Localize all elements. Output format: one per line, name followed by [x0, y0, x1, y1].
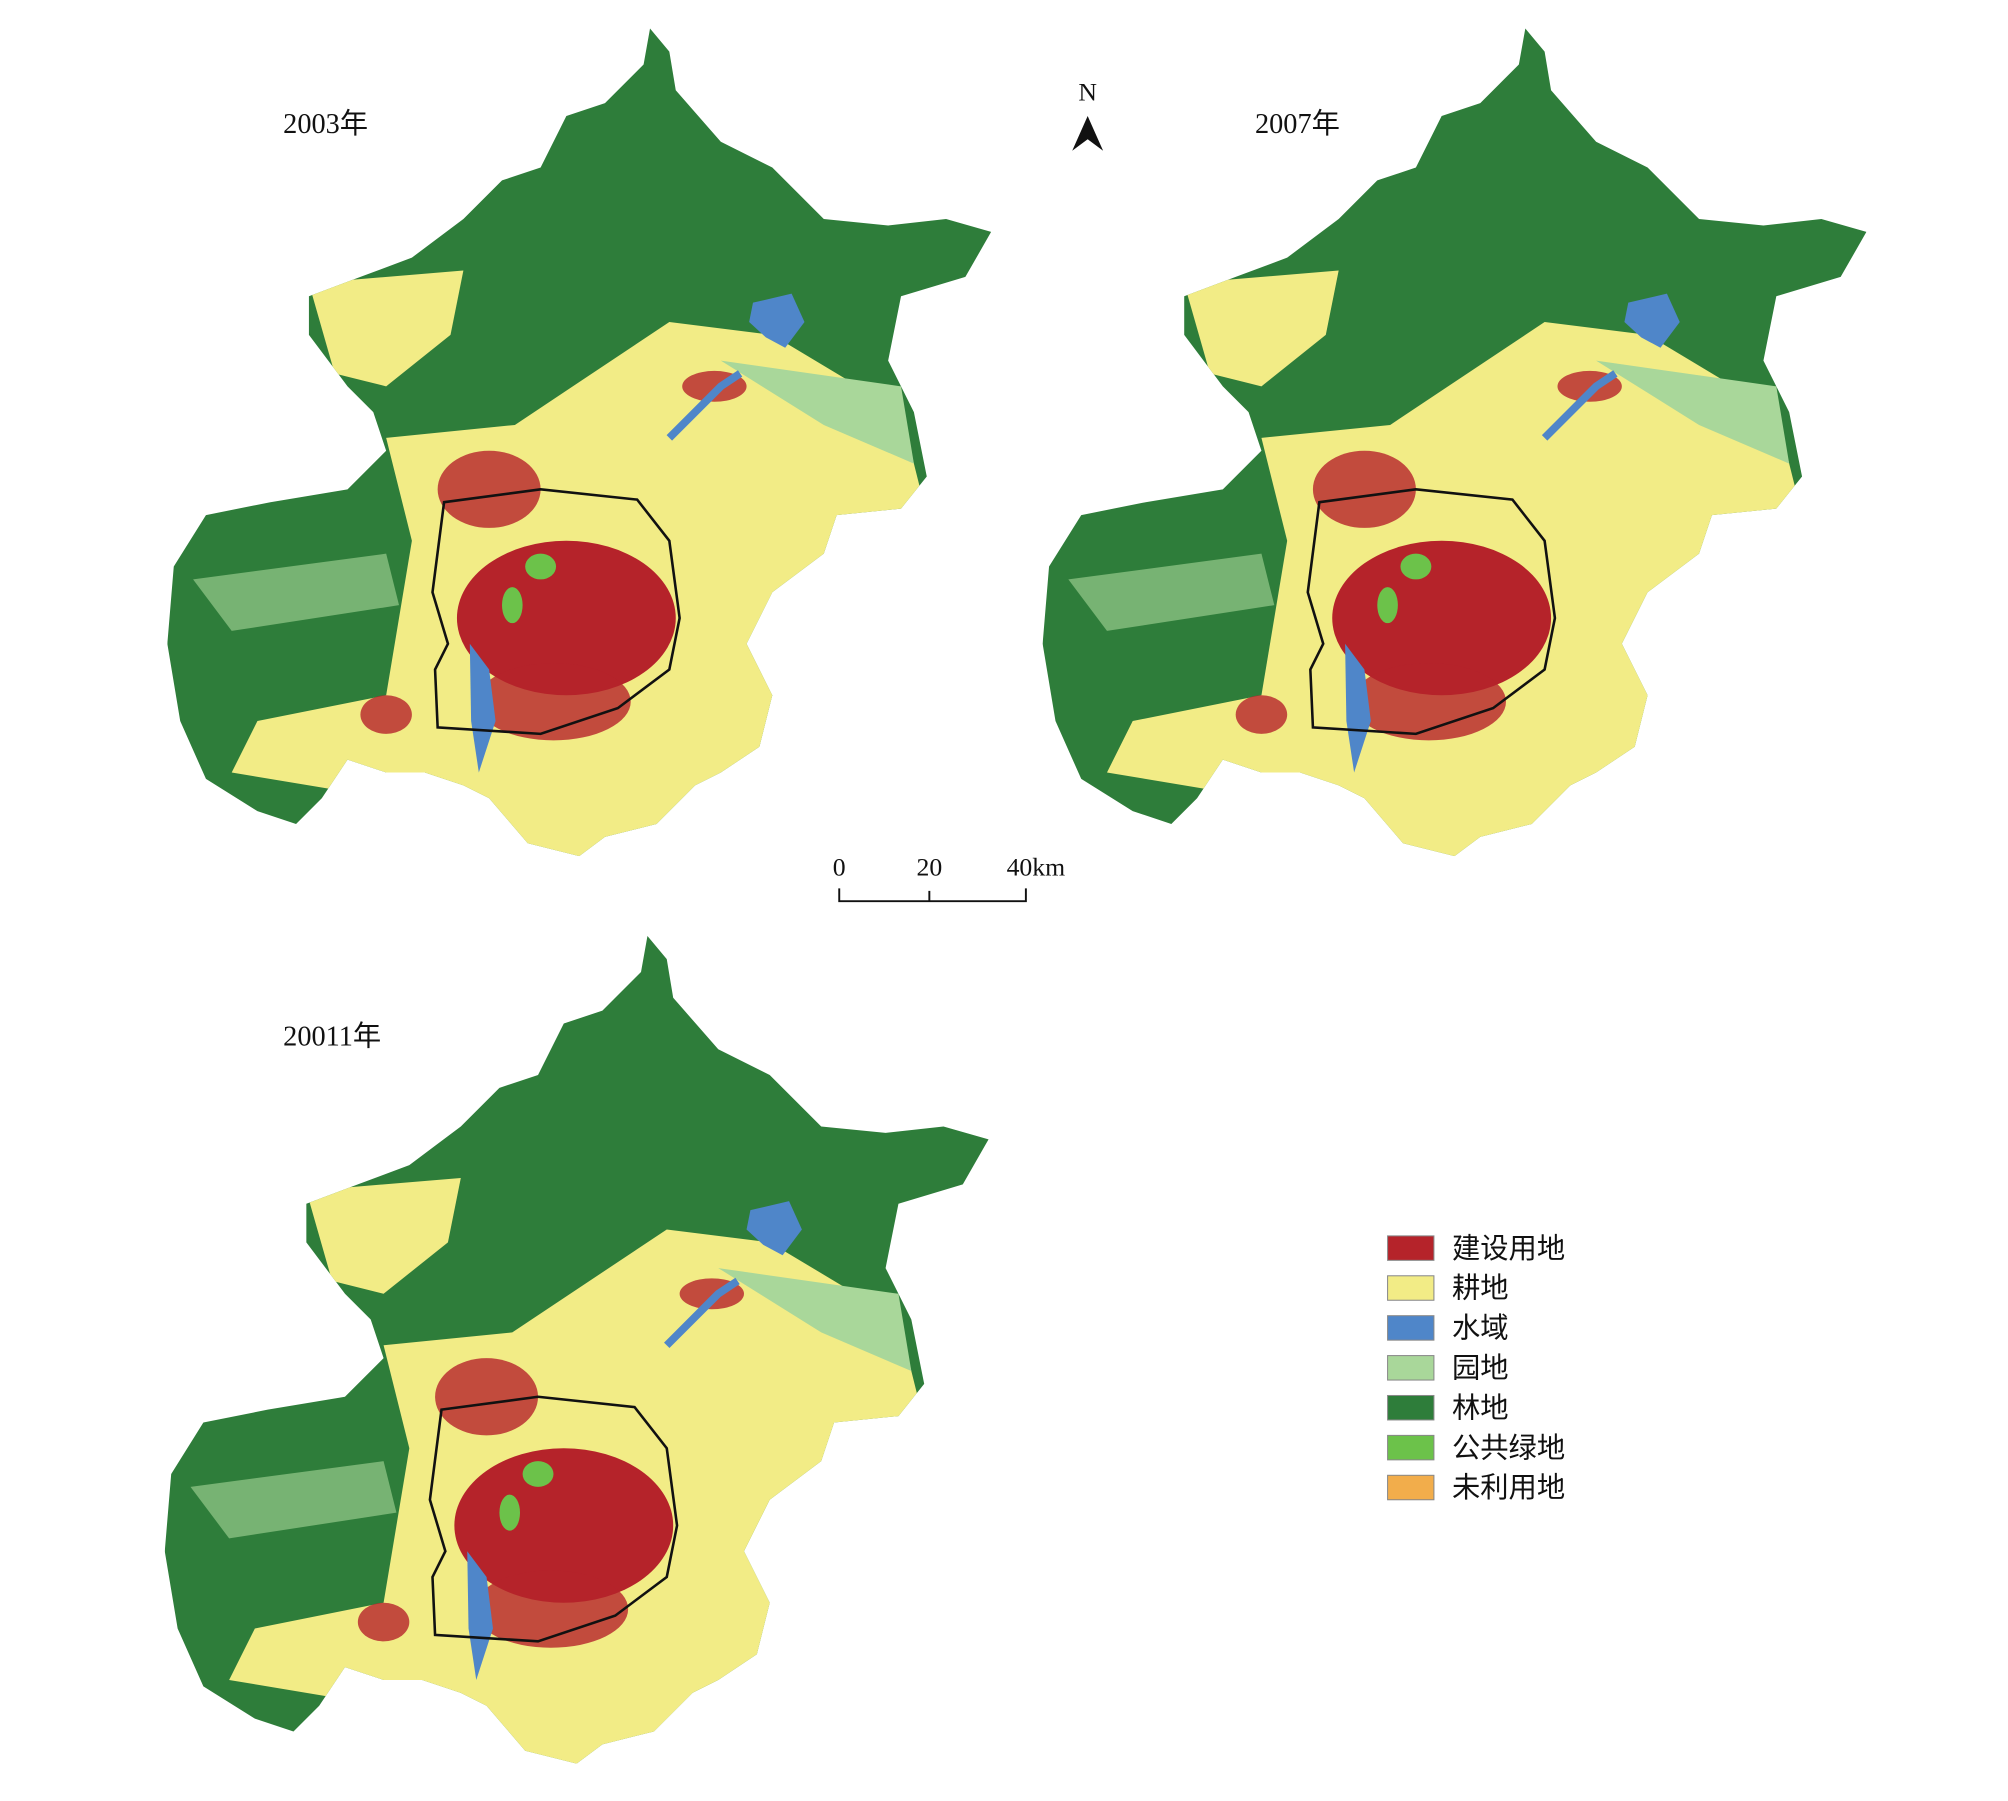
legend-label: 公共绿地 — [1452, 1432, 1565, 1464]
legend-swatch — [1387, 1315, 1435, 1341]
scale-label: 0 — [833, 852, 846, 881]
legend-label: 建设用地 — [1452, 1233, 1565, 1265]
legend-label: 园地 — [1452, 1352, 1509, 1384]
map — [154, 20, 1004, 876]
scale-label: 20 — [916, 852, 942, 881]
legend-swatch — [1387, 1434, 1435, 1461]
scale-label: 40km — [1007, 852, 1066, 881]
map-title: 20011年 — [283, 1020, 381, 1052]
map-shape — [152, 927, 1002, 1783]
north-arrow — [1072, 116, 1104, 151]
north-label: N — [1078, 78, 1097, 107]
map — [152, 927, 1002, 1783]
legend-swatch — [1387, 1275, 1435, 1301]
legend-label: 水域 — [1452, 1313, 1509, 1345]
legend-swatch — [1387, 1394, 1435, 1421]
legend-label: 耕地 — [1452, 1273, 1509, 1305]
map — [1030, 20, 1880, 876]
map-title: 2007年 — [1255, 108, 1340, 140]
legend-swatch — [1387, 1235, 1435, 1261]
map-shape — [1030, 20, 1880, 876]
scale-bar: 0 20 40km — [833, 852, 1066, 903]
map-shape — [154, 20, 1004, 876]
map-title: 2003年 — [283, 108, 368, 140]
legend-swatch — [1387, 1474, 1435, 1501]
legend-label: 林地 — [1452, 1392, 1509, 1424]
scale-line — [838, 888, 1027, 903]
legend-label: 未利用地 — [1452, 1472, 1565, 1504]
legend-swatch — [1387, 1355, 1435, 1381]
